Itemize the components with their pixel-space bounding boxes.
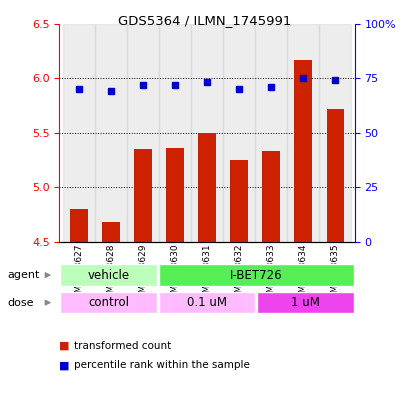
Bar: [134, 149, 151, 242]
Bar: [63, 24, 94, 242]
Bar: [326, 108, 344, 242]
Text: percentile rank within the sample: percentile rank within the sample: [74, 360, 249, 371]
Bar: [230, 160, 247, 242]
Bar: [60, 264, 157, 286]
Bar: [198, 132, 216, 242]
Bar: [287, 24, 319, 242]
Text: ■: ■: [59, 360, 70, 371]
Bar: [70, 209, 87, 242]
Text: ■: ■: [59, 341, 70, 351]
Bar: [158, 292, 255, 313]
Text: dose: dose: [7, 298, 34, 308]
Bar: [222, 24, 254, 242]
Bar: [191, 24, 222, 242]
Text: 0.1 uM: 0.1 uM: [187, 296, 227, 309]
Bar: [254, 24, 287, 242]
Text: vehicle: vehicle: [88, 268, 129, 282]
Bar: [102, 222, 119, 242]
Text: agent: agent: [7, 270, 40, 280]
Bar: [158, 264, 353, 286]
Text: transformed count: transformed count: [74, 341, 171, 351]
Bar: [94, 24, 126, 242]
Text: 1 uM: 1 uM: [290, 296, 319, 309]
Bar: [126, 24, 159, 242]
Bar: [262, 151, 279, 242]
Text: GDS5364 / ILMN_1745991: GDS5364 / ILMN_1745991: [118, 14, 291, 27]
Bar: [256, 292, 353, 313]
Bar: [294, 60, 311, 242]
Bar: [60, 292, 157, 313]
Bar: [319, 24, 351, 242]
Bar: [166, 148, 183, 242]
Text: control: control: [88, 296, 129, 309]
Text: I-BET726: I-BET726: [229, 268, 282, 282]
Bar: [159, 24, 191, 242]
